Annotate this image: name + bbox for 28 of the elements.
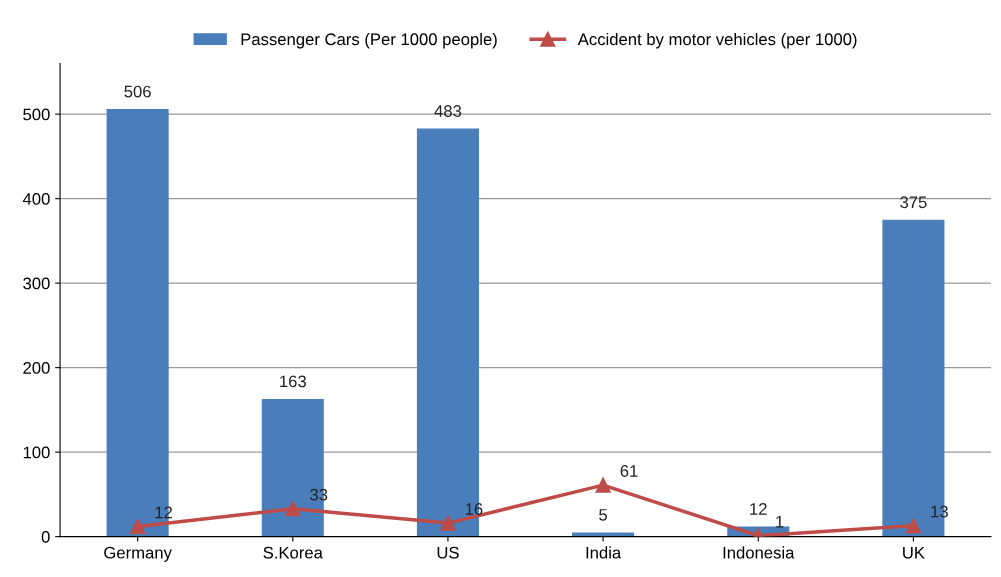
x-tick-label: Indonesia	[723, 546, 795, 559]
point	[129, 518, 146, 535]
data-label: 61	[620, 465, 638, 477]
point	[595, 477, 611, 493]
legend-label: Passenger Cars (Per 1000 people)	[241, 32, 497, 49]
y-tick-label: 200	[23, 362, 50, 374]
data-label: 163	[280, 375, 306, 388]
bar	[572, 532, 635, 537]
y-tick-label: 500	[23, 108, 50, 121]
x-tick-label: Germany	[104, 546, 172, 562]
x-tick-label: S.Korea	[263, 546, 323, 559]
point	[905, 517, 922, 534]
y-tick-label: 0	[41, 531, 50, 543]
data-label: 12	[750, 503, 767, 515]
data-label: 375	[900, 196, 927, 209]
y-tick-label: 400	[22, 193, 50, 205]
point	[440, 515, 456, 531]
y-tick-label: 100	[23, 446, 50, 459]
point	[285, 501, 301, 517]
x-tick-label: UK	[903, 546, 925, 559]
data-label: 1	[776, 515, 784, 528]
x-tick-label: US	[437, 546, 459, 559]
data-label: 506	[124, 85, 151, 98]
data-label: 483	[434, 105, 462, 117]
x-tick-label: India	[586, 546, 622, 559]
legend-label: Accident by motor vehicles (per 1000)	[577, 32, 857, 49]
data-label: 5	[599, 509, 608, 521]
y-tick-label: 300	[23, 277, 50, 290]
